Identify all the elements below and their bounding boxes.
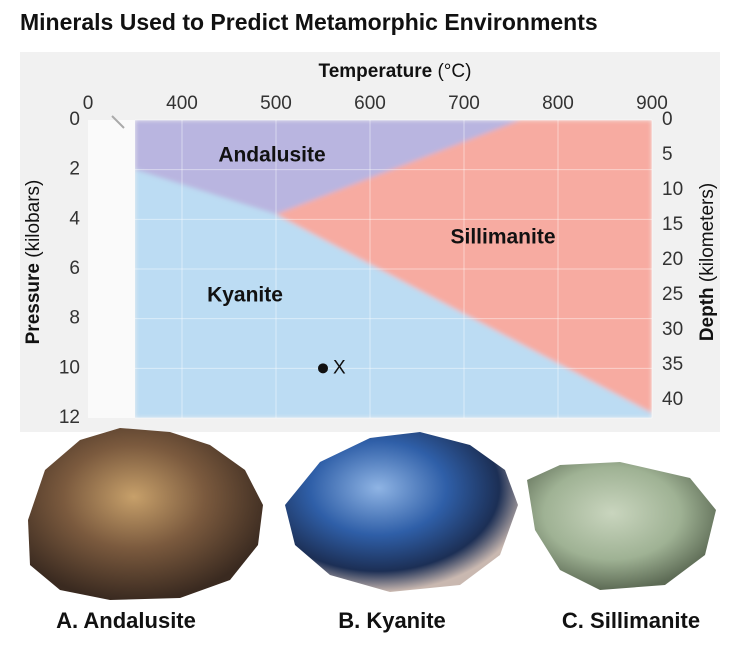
y2-axis-title: Depth (kilometers) [697, 183, 718, 341]
y2-tick-label: 25 [662, 284, 683, 305]
y2-tick-label: 35 [662, 354, 683, 375]
phase-region [276, 120, 652, 414]
x-tick-label: 400 [166, 93, 198, 114]
andalusite-photo [28, 428, 263, 600]
y-tick-label: 12 [59, 407, 80, 428]
y2-unit: (kilometers) [697, 183, 718, 282]
x-axis-title: Temperature (°C) [319, 61, 472, 82]
y-label: Pressure [23, 263, 44, 344]
point-label: X [333, 357, 346, 378]
x-tick-label: 600 [354, 93, 386, 114]
y2-tick-label: 10 [662, 179, 683, 200]
y2-label: Depth [697, 287, 718, 341]
y2-tick-label: 0 [662, 109, 673, 130]
caption: C. Sillimanite [562, 608, 700, 633]
title: Minerals Used to Predict Metamorphic Env… [20, 9, 598, 35]
y-tick-label: 8 [69, 308, 80, 329]
x-unit: (°C) [437, 61, 471, 82]
y-tick-label: 6 [69, 258, 80, 279]
axis-break-mark [111, 115, 125, 129]
y2-tick-label: 30 [662, 319, 683, 340]
y-tick-label: 2 [69, 159, 80, 180]
y2-tick-label: 15 [662, 214, 683, 235]
y-unit: (kilobars) [23, 180, 44, 258]
y-axis-title: Pressure (kilobars) [23, 180, 44, 345]
y-tick-label: 4 [69, 208, 80, 229]
x-tick-label: 0 [83, 93, 94, 114]
region-label: Kyanite [207, 284, 283, 307]
y-tick-label: 10 [59, 357, 80, 378]
y2-tick-label: 5 [662, 144, 673, 165]
phase-region [135, 120, 521, 215]
x-tick-label: 900 [636, 93, 668, 114]
caption: A. Andalusite [56, 608, 196, 633]
y-tick-label: 0 [69, 109, 80, 130]
data-point [318, 363, 328, 374]
kyanite-photo [285, 432, 518, 592]
x-tick-label: 500 [260, 93, 292, 114]
x-label: Temperature [319, 61, 433, 82]
y2-tick-label: 40 [662, 389, 683, 410]
region-label: Andalusite [218, 144, 325, 167]
regions [135, 120, 652, 418]
caption: B. Kyanite [338, 608, 446, 633]
x-tick-label: 800 [542, 93, 574, 114]
plot [135, 119, 653, 419]
phase-region [135, 169, 652, 418]
region-label: Sillimanite [450, 226, 555, 249]
x-tick-label: 700 [448, 93, 480, 114]
sillimanite-photo [527, 462, 716, 590]
y2-tick-label: 20 [662, 249, 683, 270]
axis-break-area [88, 120, 135, 418]
